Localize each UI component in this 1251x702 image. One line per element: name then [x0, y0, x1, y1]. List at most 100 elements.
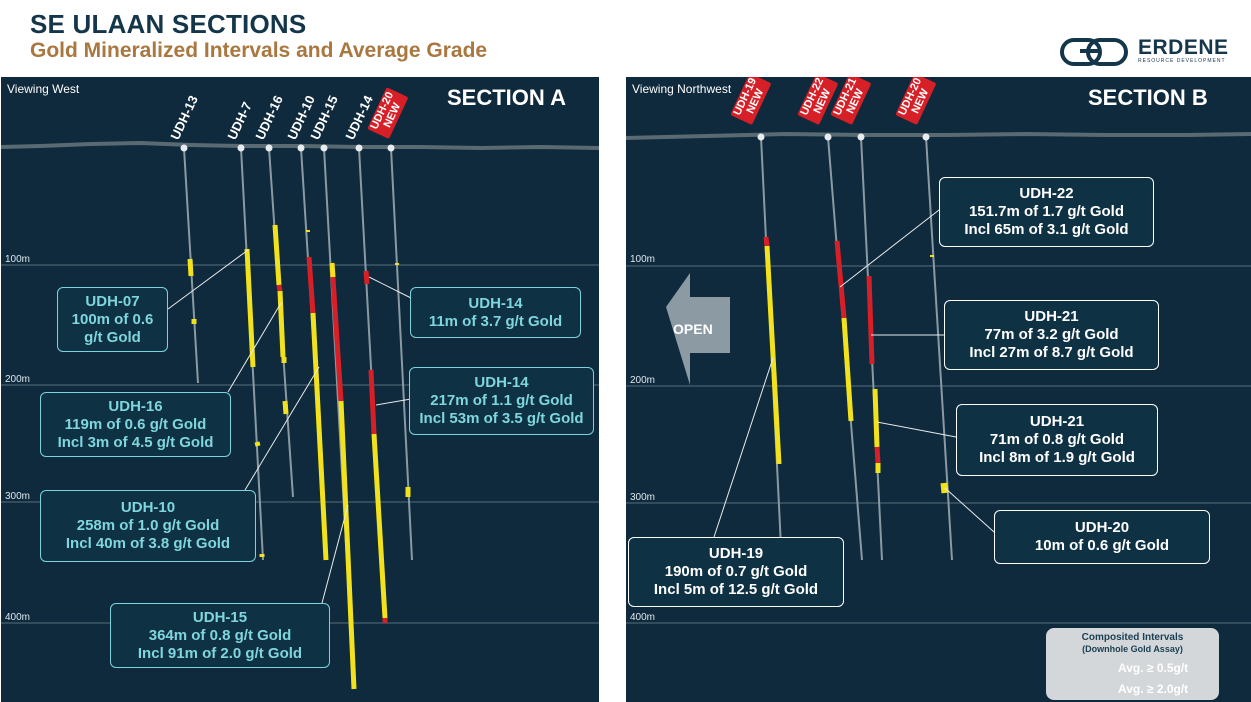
callout-line: 364m of 0.8 g/t Gold: [148, 626, 292, 644]
legend: Composited Intervals (Downhole Gold Assa…: [1046, 628, 1219, 700]
callout-line: 10m of 0.6 g/t Gold: [1034, 537, 1170, 554]
callout-line: Incl 40m of 3.8 g/t Gold: [65, 535, 231, 552]
depth-label-400: 400m: [5, 612, 31, 623]
callout-line: Incl 53m of 3.5 g/t Gold: [419, 410, 584, 427]
section-a-drawing: [1, 140, 599, 690]
leader-udh20: [944, 487, 995, 533]
leader-udh16: [227, 302, 282, 393]
interval-udh16-a: [272, 224, 282, 286]
callout-line: 71m of 0.8 g/t Gold: [989, 431, 1125, 448]
callout-line: UDH-16: [108, 397, 163, 415]
interval-udh21-red2: [874, 446, 881, 464]
leader-udh07: [167, 249, 249, 310]
callout-line: Incl 8m of 1.9 g/t Gold: [979, 449, 1135, 466]
collar-udh10: [297, 144, 305, 152]
callout-line: UDH-15: [192, 608, 248, 626]
interval-udh14-yellow: [371, 433, 388, 619]
callout-udh14a: UDH-14 11m of 3.7 g/t Gold: [410, 287, 581, 338]
callout-line: Incl 5m of 12.5 g/t Gold: [653, 581, 819, 598]
interval-udh13-a: [187, 258, 194, 277]
logo-subtext: RESOURCE DEVELOPMENT: [1138, 58, 1226, 64]
callout-line: UDH-19: [708, 545, 764, 562]
page-title: SE ULAAN SECTIONS: [30, 9, 307, 39]
interval-udh7-b: [254, 441, 261, 447]
callout-line: 151.7m of 1.7 g/t Gold: [968, 203, 1125, 220]
callout-udh15: UDH-15 364m of 0.8 g/t Gold Incl 91m of …: [110, 603, 330, 668]
callout-line: UDH-21: [1024, 308, 1079, 325]
interval-udh10-yellow: [310, 312, 329, 561]
logo-text: ERDENE: [1138, 36, 1229, 59]
callout-udh20: UDH-20 10m of 0.6 g/t Gold: [994, 510, 1210, 564]
open-label: OPEN: [673, 321, 713, 337]
callout-udh22: UDH-22 151.7m of 1.7 g/t Gold Incl 65m o…: [939, 177, 1154, 247]
leader-udh14a: [368, 276, 412, 299]
section-a-title: SECTION A: [447, 85, 566, 110]
callout-line: UDH-21: [1029, 413, 1085, 430]
interval-udh21-yellow: [872, 388, 880, 448]
callout-line: Incl 3m of 4.5 g/t Gold: [57, 433, 214, 451]
callout-line: 100m of 0.6: [71, 310, 154, 328]
legend-label-yellow: Avg. ≥ 0.5g/t: [1118, 661, 1189, 675]
callout-line: 119m of 0.6 g/t Gold: [64, 415, 207, 433]
interval-udh14-a: [363, 270, 370, 285]
section-b-panel: Viewing Northwest SECTION B 100m 200m 30…: [626, 77, 1251, 702]
interval-udh15-top: [329, 262, 336, 278]
page-subtitle: Gold Mineralized Intervals and Average G…: [30, 39, 488, 62]
interval-udh22-yellow: [841, 317, 854, 422]
callout-line: Incl 65m of 3.1 g/t Gold: [964, 221, 1129, 238]
callout-line: 11m of 3.7 g/t Gold: [428, 312, 563, 330]
interval-udh14-red: [368, 369, 377, 435]
section-a-view-label: Viewing West: [7, 82, 80, 96]
section-a-panel: Viewing West SECTION A 100m 200m 300m 40…: [1, 77, 599, 702]
callout-udh07: UDH-07 100m of 0.6 g/t Gold: [57, 287, 168, 352]
callout-udh19: UDH-19 190m of 0.7 g/t Gold Incl 5m of 1…: [628, 537, 844, 607]
depth-label-300: 300m: [5, 491, 31, 502]
depth-label-100: 100m: [5, 254, 31, 265]
interval-udh16-red: [276, 284, 283, 292]
collar-udh21: [857, 133, 865, 141]
legend-title: Composited Intervals: [1081, 632, 1184, 643]
depth-label-200: 200m: [5, 374, 31, 385]
interval-udh16-b: [277, 290, 286, 358]
leader-udh10: [244, 366, 320, 491]
leader-udh15: [321, 504, 349, 604]
depth-label-300: 300m: [630, 492, 656, 503]
callout-line: 217m of 1.1 g/t Gold: [430, 392, 573, 409]
callout-line: UDH-20: [1074, 519, 1130, 536]
leader-udh14b: [375, 398, 412, 406]
legend-subtitle: (Downhole Gold Assay): [1082, 644, 1183, 654]
leader-udh22: [839, 209, 940, 288]
callout-line: UDH-10: [120, 499, 176, 516]
callout-udh14b: UDH-14 217m of 1.1 g/t Gold Incl 53m of …: [409, 367, 594, 435]
collar-udh20: [922, 133, 930, 141]
callout-udh21a: UDH-21 77m of 3.2 g/t Gold Incl 27m of 8…: [944, 300, 1159, 370]
collar-udh7: [237, 144, 245, 152]
callout-udh21b: UDH-21 71m of 0.8 g/t Gold Incl 8m of 1.…: [956, 404, 1158, 476]
section-b-drawing: [626, 131, 1251, 695]
interval-udh7-a: [244, 248, 256, 368]
callout-line: g/t Gold: [84, 328, 141, 346]
collar-udh13: [180, 144, 188, 152]
callout-line: 190m of 0.7 g/t Gold: [664, 563, 808, 580]
leader-udh19: [713, 357, 774, 538]
interval-udh15-yellow: [338, 400, 357, 690]
interval-udh10-red: [306, 256, 316, 314]
interval-udh21-red: [866, 275, 875, 365]
callout-line: UDH-07: [85, 292, 140, 310]
drillhole-udh20: [390, 147, 413, 561]
callout-line: 77m of 3.2 g/t Gold: [984, 326, 1119, 343]
depth-label-400: 400m: [630, 612, 656, 623]
open-arrow-icon: [666, 273, 730, 385]
callout-line: UDH-14: [468, 294, 523, 312]
collar-udh20: [387, 144, 395, 152]
depth-label-200: 200m: [630, 375, 656, 386]
collar-udh16: [265, 144, 273, 152]
callout-line: Incl 91m of 2.0 g/t Gold: [137, 644, 303, 662]
depth-label-100: 100m: [630, 254, 656, 265]
interval-udh19-red: [763, 236, 770, 247]
interval-udh16-d: [282, 400, 289, 415]
ground-surface: [626, 131, 1251, 140]
callout-line: UDH-22: [1019, 185, 1074, 202]
erdene-logo-icon: [1060, 38, 1128, 66]
collar-udh14: [355, 144, 363, 152]
